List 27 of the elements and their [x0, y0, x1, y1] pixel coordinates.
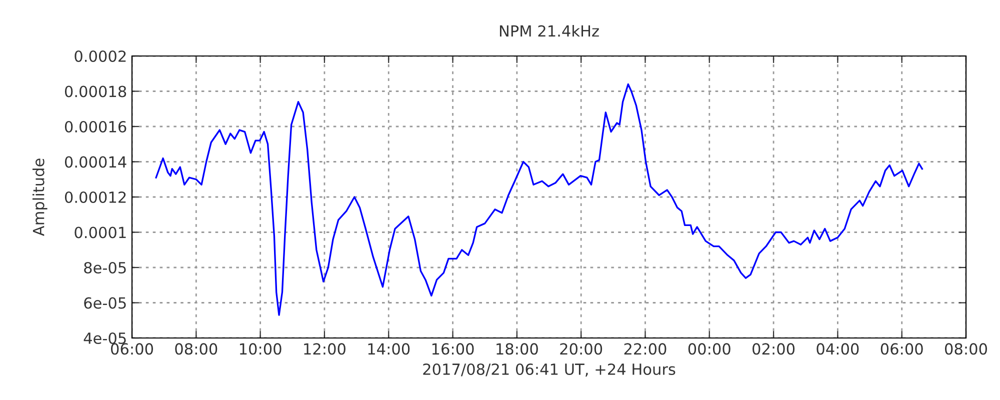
y-tick-label: 8e-05 [84, 262, 126, 274]
y-tick-label: 0.0002 [74, 50, 126, 62]
x-tick-label: 12:00 [304, 343, 346, 355]
y-tick-label: 4e-05 [84, 332, 126, 344]
line-series [155, 83, 923, 316]
y-tick-label: 6e-05 [84, 297, 126, 309]
y-tick-label: 0.00012 [64, 191, 126, 204]
x-tick-label: 10:00 [240, 343, 282, 355]
x-axis-title: 2017/08/21 06:41 UT, +24 Hours [423, 363, 676, 377]
x-tick-label: 14:00 [368, 343, 410, 355]
y-axis-title: Amplitude [32, 158, 48, 236]
x-tick-label: 06:00 [880, 343, 923, 355]
x-tick-label: 22:00 [624, 343, 666, 355]
x-tick-label: 08:00 [944, 343, 987, 355]
chart-title: NPM 21.4kHz [500, 24, 599, 37]
x-tick-label: 20:00 [560, 343, 602, 355]
y-tick-label: 0.0001 [74, 226, 126, 238]
y-tick-label: 0.00014 [64, 156, 126, 168]
x-tick-label: 02:00 [752, 343, 795, 355]
y-tick-label: 0.00016 [64, 120, 126, 133]
x-tick-label: 08:00 [175, 343, 218, 355]
x-tick-label: 16:00 [432, 343, 474, 355]
x-tick-label: 18:00 [496, 343, 538, 355]
x-tick-label: 00:00 [688, 343, 730, 355]
x-tick-label: 06:00 [110, 343, 153, 355]
y-tick-label: 0.00018 [64, 86, 126, 98]
x-tick-label: 04:00 [816, 343, 859, 355]
